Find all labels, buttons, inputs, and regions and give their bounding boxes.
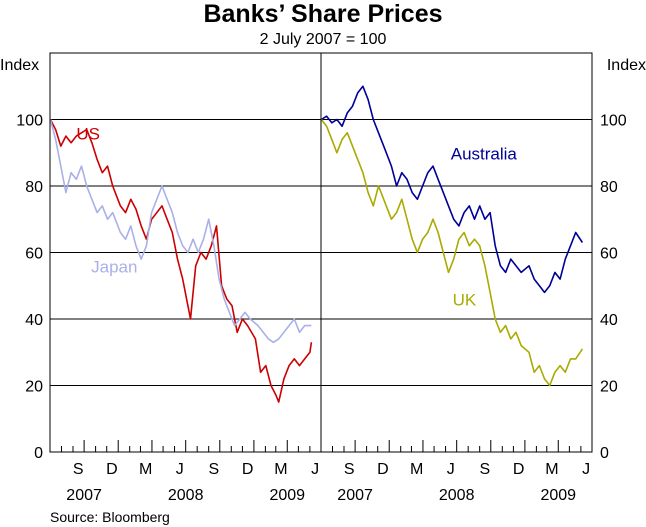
x-month-label: S [480,461,491,478]
series-label-us: US [76,124,100,143]
x-month-label: D [106,461,118,478]
y-tick-label-right: 20 [600,379,618,396]
x-month-label: D [242,461,254,478]
x-month-label: M [274,461,287,478]
y-tick-label-right: 60 [600,246,618,263]
series-line-australia [320,85,584,294]
x-year-label: 2009 [269,487,305,504]
y-axis-label-left: Index [0,57,39,74]
chart-source: Source: Bloomberg [50,509,170,525]
series-line-uk [320,119,584,387]
series-label-japan: Japan [91,257,137,276]
y-tick-label-right: 80 [600,179,618,196]
y-tick-label-left: 0 [34,445,43,462]
x-month-label: J [311,461,319,478]
y-tick-label-left: 20 [25,379,43,396]
x-month-label: J [582,461,590,478]
y-tick-label-right: 0 [600,445,609,462]
y-tick-label-left: 60 [25,246,43,263]
series-label-uk: UK [453,291,477,310]
x-year-label: 2009 [540,487,576,504]
y-axis-label-right: Index [607,57,646,74]
y-tick-label-right: 40 [600,312,618,329]
chart-subtitle: 2 July 2007 = 100 [260,31,387,48]
x-month-label: M [545,461,558,478]
x-month-label: S [73,461,84,478]
x-month-label: M [410,461,423,478]
x-year-label: 2008 [439,487,475,504]
y-tick-label-left: 80 [25,179,43,196]
x-month-label: D [377,461,389,478]
x-month-label: S [209,461,220,478]
x-year-label: 2008 [168,487,204,504]
x-month-label: J [447,461,455,478]
x-month-label: D [513,461,525,478]
x-month-label: M [139,461,152,478]
y-tick-label-left: 40 [25,312,43,329]
y-tick-label-right: 100 [600,113,627,130]
series-line-japan [49,119,312,344]
y-tick-label-left: 100 [16,113,43,130]
chart-title: Banks’ Share Prices [203,0,442,28]
x-year-label: 2007 [66,487,102,504]
x-month-label: S [344,461,355,478]
series-label-australia: Australia [451,144,518,163]
series-line-us [49,119,313,403]
x-year-label: 2007 [337,487,373,504]
x-month-label: J [176,461,184,478]
